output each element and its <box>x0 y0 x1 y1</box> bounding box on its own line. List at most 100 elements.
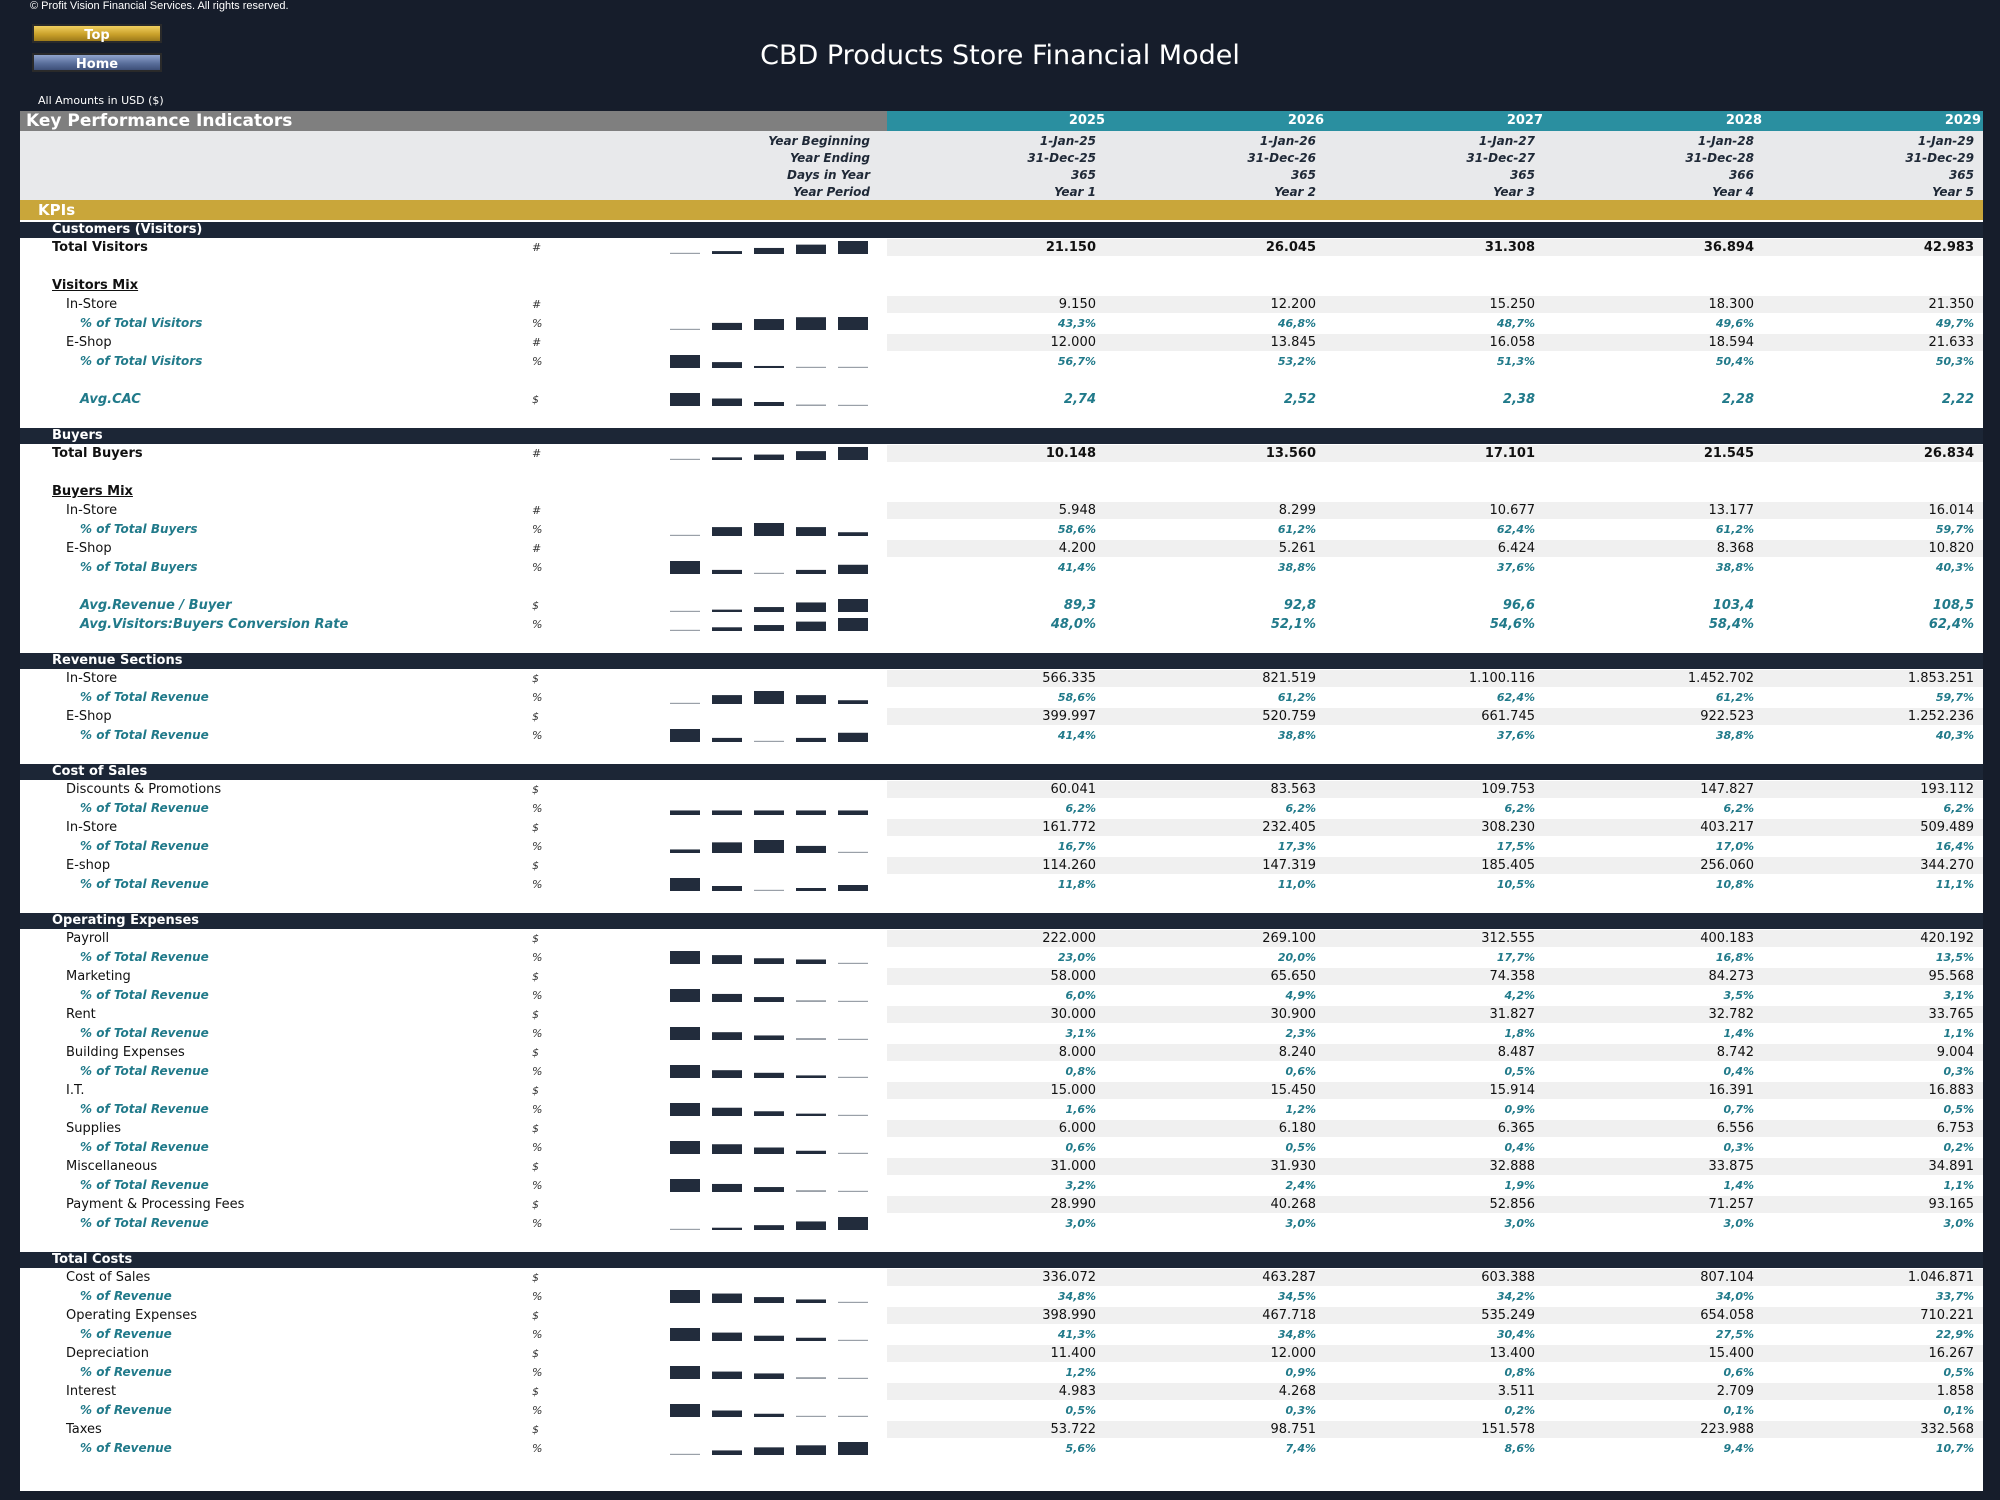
spark-bar <box>712 695 742 704</box>
sparkline-cell <box>650 837 870 856</box>
cell-value: 48,7% <box>1496 317 1535 330</box>
cell-value: 147.319 <box>1262 858 1316 873</box>
spark-bar <box>838 1076 868 1078</box>
cell-value: 21.545 <box>1703 446 1754 461</box>
row-label: E-Shop <box>66 541 112 556</box>
cell-value: 0,3% <box>1723 1141 1754 1154</box>
cell-value: 10,8% <box>1715 878 1754 891</box>
table-row: In-Store $566.335 821.519 1.100.116 1.452.70… <box>20 669 1983 688</box>
cell-value: 16,4% <box>1935 840 1974 853</box>
table-row: % of Total Revenue% 1,6% 1,2% 0,9% 0,7% 0,5% <box>20 1100 1983 1119</box>
cell-value: 42.983 <box>1923 240 1974 255</box>
spark-bar <box>838 1442 868 1455</box>
row-shade <box>887 708 1983 725</box>
row-unit: $ <box>532 1046 539 1059</box>
row-label: Total Buyers <box>52 446 143 461</box>
spark-bar <box>712 955 742 964</box>
row-unit: % <box>532 951 543 964</box>
cell-value: 1,9% <box>1504 1179 1535 1192</box>
spark-bar <box>754 1111 784 1116</box>
table-row: % of Total Revenue% 3,0% 3,0% 3,0% 3,0% 3,0% <box>20 1214 1983 1233</box>
cell-value: 4.983 <box>1058 1384 1096 1399</box>
cell-value: 43,3% <box>1057 317 1096 330</box>
cell-value: 922.523 <box>1700 709 1754 724</box>
sparkline <box>670 1328 868 1341</box>
cell-value: 0,8% <box>1504 1366 1535 1379</box>
sparkline <box>670 393 868 406</box>
table-row: % of Total Revenue% 16,7% 17,3% 17,5% 17,0% 1… <box>20 837 1983 856</box>
cell-value: 22,9% <box>1935 1328 1974 1341</box>
row-label: % of Total Visitors <box>80 316 203 330</box>
table-row: % of Total Visitors% 43,3% 46,8% 48,7% 49,6%… <box>20 314 1983 333</box>
spark-bar <box>796 695 826 704</box>
spark-bar <box>754 1187 784 1192</box>
cell-value: 21.150 <box>1045 240 1096 255</box>
row-unit: % <box>532 729 543 742</box>
cell-value: 222.000 <box>1042 931 1096 946</box>
table-row: % of Total Revenue% 3,1% 2,3% 1,8% 1,4% 1,1% <box>20 1024 1983 1043</box>
spark-bar <box>670 1065 700 1078</box>
row-label: Interest <box>66 1384 117 1399</box>
cell-value: 92,8 <box>1283 598 1316 613</box>
cell-value: 15.250 <box>1489 297 1536 312</box>
cell-value: 40,3% <box>1935 561 1974 574</box>
cell-value: 3,2% <box>1065 1179 1096 1192</box>
spark-bar <box>754 1147 784 1154</box>
row-label: Marketing <box>66 969 131 984</box>
table-row: In-Store #5.948 8.299 10.677 13.177 16.014 <box>20 501 1983 520</box>
spark-bar <box>796 1113 826 1116</box>
cell-value: 1,1% <box>1943 1027 1974 1040</box>
top-button[interactable]: Top <box>32 24 162 43</box>
cell-value: 26.045 <box>1265 240 1316 255</box>
sparkline-cell <box>650 1100 870 1119</box>
cell-value: 9.004 <box>1936 1045 1974 1060</box>
row-unit: # <box>532 241 542 254</box>
row-shade <box>887 857 1983 874</box>
spark-bar <box>670 1228 700 1230</box>
cell-value: 5.261 <box>1278 541 1316 556</box>
cell-value: 114.260 <box>1042 858 1096 873</box>
spark-bar <box>796 1337 826 1341</box>
spark-bar <box>670 534 700 536</box>
currency-note: All Amounts in USD ($) <box>38 94 164 107</box>
cell-value: 28.990 <box>1050 1197 1097 1212</box>
cell-value: 34,2% <box>1496 1290 1535 1303</box>
cell-value: 38,8% <box>1277 561 1316 574</box>
header-value: Year 3 <box>1493 185 1535 199</box>
table-row: Payment & Processing Fees $28.990 40.268 52… <box>20 1195 1983 1214</box>
sparkline <box>670 989 868 1002</box>
spark-bar <box>838 700 868 704</box>
cell-value: 661.745 <box>1481 709 1535 724</box>
cell-value: 3,1% <box>1065 1027 1096 1040</box>
table-row: Building Expenses $8.000 8.240 8.487 8.742 9.… <box>20 1043 1983 1062</box>
row-label: % of Revenue <box>80 1365 172 1379</box>
cell-value: 603.388 <box>1481 1270 1535 1285</box>
cell-value: 54,6% <box>1489 617 1535 632</box>
cell-value: 9,4% <box>1723 1442 1754 1455</box>
row-label: % of Revenue <box>80 1441 172 1455</box>
cell-value: 103,4 <box>1712 598 1754 613</box>
cell-value: 58,4% <box>1708 617 1754 632</box>
table-row <box>20 409 1983 428</box>
cell-value: 36.894 <box>1703 240 1754 255</box>
header-value: 1-Jan-29 <box>1917 134 1974 148</box>
sparkline-cell <box>650 1325 870 1344</box>
header-value: 31-Dec-25 <box>1027 151 1096 165</box>
table-row: Discounts & Promotions $60.041 83.563 109.7… <box>20 780 1983 799</box>
row-unit: % <box>532 1404 543 1417</box>
row-unit: # <box>532 542 542 555</box>
spark-bar <box>838 564 868 574</box>
home-button[interactable]: Home <box>32 53 162 72</box>
cell-value: 1,2% <box>1065 1366 1096 1379</box>
section-header: Operating Expenses <box>20 913 1983 929</box>
row-shade <box>887 1196 1983 1213</box>
sparkline-cell <box>650 352 870 371</box>
cell-value: 31.827 <box>1489 1007 1536 1022</box>
sparkline <box>670 355 868 368</box>
cell-value: 58,6% <box>1057 523 1096 536</box>
cell-value: 17,0% <box>1715 840 1754 853</box>
kpis-band: KPIs <box>20 200 1983 220</box>
spark-bar <box>670 810 700 815</box>
spark-bar <box>796 451 826 460</box>
spark-bar <box>712 886 742 891</box>
